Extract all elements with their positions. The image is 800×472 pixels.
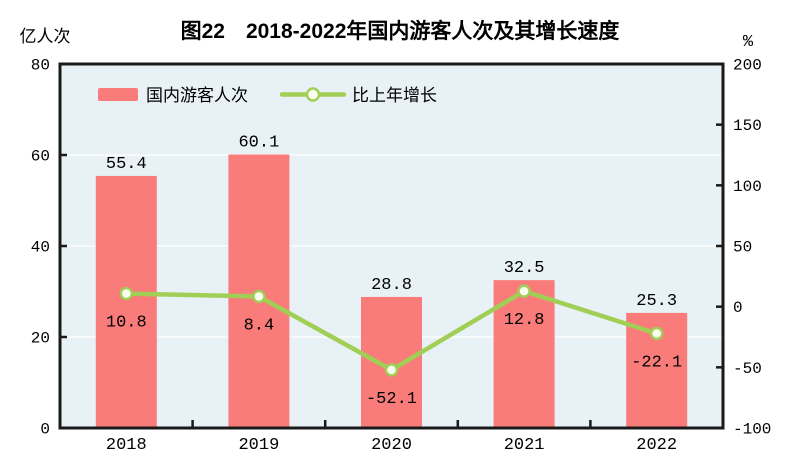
chart-title: 图22 2018-2022年国内游客人次及其增长速度 — [181, 19, 620, 43]
left-tick-label-40: 40 — [31, 239, 50, 257]
legend-line-label: 比上年增长 — [352, 86, 437, 105]
axis-tick-marks — [60, 123, 723, 428]
line-point-2022 — [650, 326, 664, 341]
line-value-label-2018: 10.8 — [106, 314, 147, 333]
bar-value-label-2018: 55.4 — [106, 155, 147, 174]
bar-value-label-2019: 60.1 — [238, 134, 279, 153]
category-label-2019: 2019 — [238, 436, 279, 455]
right-tick-label--100: -100 — [733, 421, 771, 439]
data-value-labels: 55.4 60.1 28.8 32.5 25.3 10.8 8.4 -52.1 12.8 -22.… — [106, 134, 682, 409]
bar-2018 — [95, 175, 157, 428]
line-series — [119, 284, 664, 377]
right-tick-label--50: -50 — [733, 360, 762, 378]
line-point-2019 — [252, 289, 266, 304]
left-tick-label-60: 60 — [31, 148, 50, 166]
axis-tick-labels: 0 20 40 60 80 -100 -50 0 50 100 150 200 2018 2019 2020… — [31, 57, 772, 456]
line-point-2021 — [517, 284, 531, 298]
right-tick-label-100: 100 — [733, 178, 762, 196]
left-tick-label-80: 80 — [31, 57, 50, 75]
legend-bar-label: 国内游客人次 — [146, 86, 248, 105]
category-label-2021: 2021 — [504, 436, 545, 455]
line-value-label-2019: 8.4 — [244, 316, 275, 335]
right-tick-label-200: 200 — [733, 57, 762, 75]
legend-bar-swatch-icon — [98, 88, 138, 101]
left-axis-unit-label: 亿人次 — [20, 27, 71, 48]
bar-series — [95, 154, 688, 429]
line-point-2020 — [384, 363, 399, 377]
bar-value-label-2020: 28.8 — [371, 276, 412, 295]
right-tick-label-150: 150 — [733, 117, 762, 135]
category-label-2018: 2018 — [106, 436, 147, 455]
legend-line-marker-icon — [305, 87, 321, 102]
legend: 国内游客人次 比上年增长 — [98, 86, 437, 105]
right-axis-unit-label: % — [743, 33, 754, 52]
line-value-label-2021: 12.8 — [504, 311, 545, 330]
bar-2020 — [361, 296, 422, 428]
right-tick-label-50: 50 — [733, 239, 752, 257]
bar-value-label-2022: 25.3 — [636, 292, 677, 311]
line-value-label-2022: -22.1 — [631, 353, 682, 372]
line-point-2018 — [119, 286, 134, 301]
category-label-2020: 2020 — [371, 436, 412, 455]
left-tick-label-20: 20 — [31, 330, 50, 348]
bar-value-label-2021: 32.5 — [504, 259, 545, 278]
category-label-2022: 2022 — [636, 436, 677, 455]
line-value-label-2020: -52.1 — [366, 390, 417, 409]
right-tick-label-0: 0 — [733, 299, 743, 317]
left-tick-label-0: 0 — [40, 421, 50, 439]
